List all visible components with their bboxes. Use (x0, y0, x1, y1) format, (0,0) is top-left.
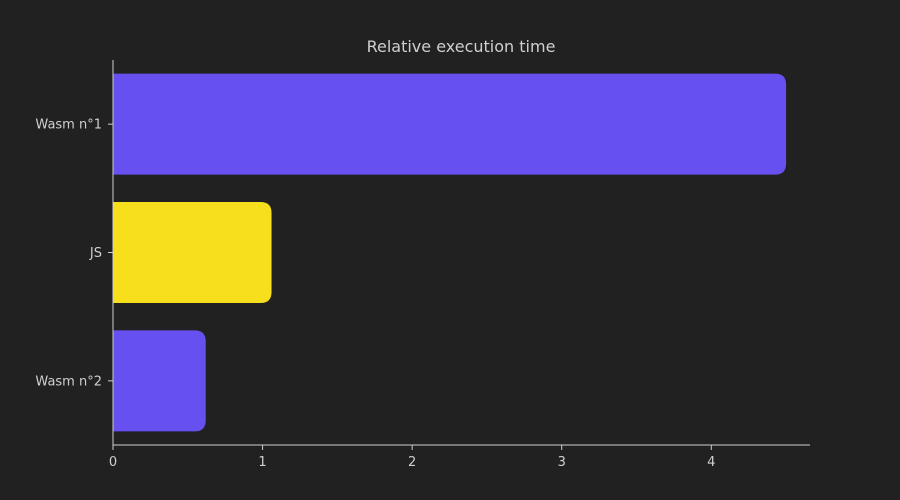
x-tick-label: 0 (109, 455, 117, 470)
bars-layer (113, 73, 787, 432)
x-ticks-layer: 0 1 2 3 4 (109, 445, 715, 470)
y-tick-label: Wasm n°1 (35, 118, 102, 133)
bar-wasm-n-2 (113, 330, 206, 432)
bar-wasm-n-1 (113, 73, 787, 175)
y-tick-label: Wasm n°2 (35, 374, 102, 389)
x-tick-label: 3 (558, 455, 566, 470)
x-tick-label: 2 (408, 455, 416, 470)
y-tick-label: JS (89, 246, 102, 261)
x-tick-label: 4 (707, 455, 715, 470)
y-ticks-layer: Wasm n°1 JS Wasm n°2 (35, 118, 113, 389)
bar-js (113, 202, 272, 303)
x-tick-label: 1 (258, 455, 266, 470)
chart-title: Relative execution time (367, 37, 556, 56)
